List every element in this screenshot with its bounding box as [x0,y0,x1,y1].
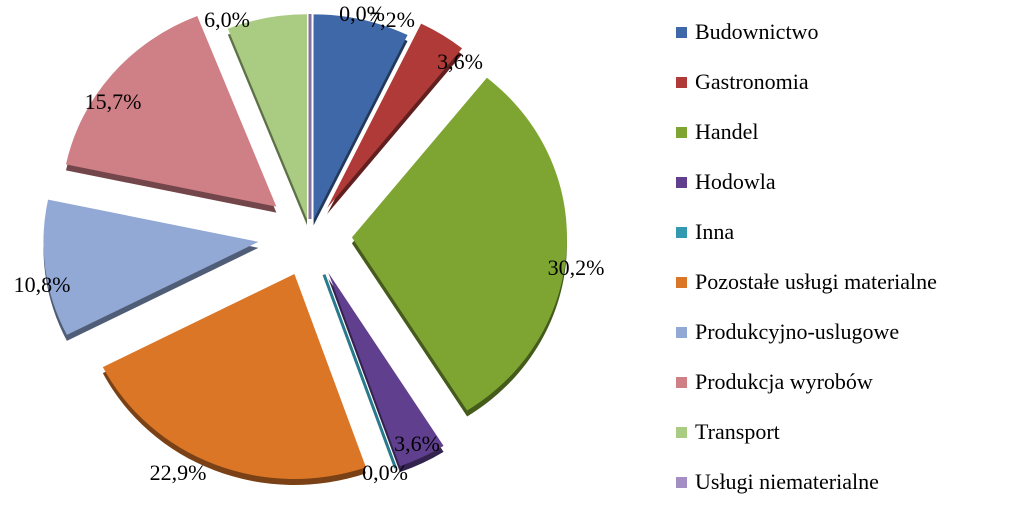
legend-swatch [676,226,687,238]
pie-slice-face-0 [313,14,408,220]
legend-item: Produkcja wyrobów [676,357,1021,407]
pie-slice-face-2 [351,77,567,411]
pie-slice-face-1 [327,23,463,208]
legend-swatch [676,476,687,488]
legend-label: Transport [695,419,780,444]
legend-label: Produkcyjno-uslugowe [695,319,900,344]
data-label-5: 22,9% [150,460,207,485]
pie-slice-face-6 [43,199,259,335]
pie-slice-4 [322,274,397,469]
data-label-2: 30,2% [548,255,605,280]
labels-layer: 7,2% 3,6% 30,2% 3,6% 0,0% 22,9% 10,8% 15,7% 6,0%… [14,1,605,485]
data-label-4: 0,0% [339,1,385,26]
pie-slice-face-8 [227,14,308,220]
legend-item: Inna [676,207,1021,257]
data-label-6: 10,8% [14,272,71,297]
legend-swatch [676,326,687,338]
pie-slice-0 [313,14,408,226]
legend-item: Gastronomia [676,57,1021,107]
legend-item: Transport [676,407,1021,457]
legend-item: Produkcyjno-uslugowe [676,307,1021,357]
pie-slice-8 [227,14,308,226]
slices-layer [43,14,567,486]
pie-slice-5 [102,274,366,486]
pie-slice-6 [43,199,259,341]
legend-swatch [676,376,687,388]
data-label-8: 6,0% [204,7,250,32]
legend-label: Handel [695,119,759,144]
pie-slice-face-5 [102,274,366,480]
legend-label: Produkcja wyrobów [695,369,873,394]
data-label-1: 3,6% [437,49,483,74]
legend-swatch [676,126,687,138]
legend-label: Usługi niematerialne [695,469,879,494]
legend-item: Budownictwo [676,7,1021,57]
pie-slice-1 [327,23,463,214]
legend-swatch [676,276,687,288]
legend-label: Gastronomia [695,69,809,94]
pie-slice-face-3 [328,272,444,467]
pie-slice-3 [328,272,444,473]
pie-slice-sliver-4 [322,274,397,469]
legend-label: Hodowla [695,169,776,194]
pie-slice-7 [65,16,277,213]
pie-slice-2 [351,77,567,417]
legend-item: Hodowla [676,157,1021,207]
chart-legend: Budownictwo Gastronomia Handel Hodowla Inna P… [676,7,1021,507]
data-label-3: 3,6% [394,431,440,456]
legend-swatch [676,76,687,88]
legend-swatch [676,26,687,38]
pie-plot-area: 7,2% 3,6% 30,2% 3,6% 0,0% 22,9% 10,8% 15,7% 6,0%… [14,1,605,486]
legend-item: Pozostałe usługi materialne [676,257,1021,307]
pie-slice-face-7 [65,16,277,207]
legend-label: Budownictwo [695,19,819,44]
data-label-0: 7,2% [369,7,415,32]
legend-swatch [676,426,687,438]
legend-label: Pozostałe usługi materialne [695,269,937,294]
legend-swatch [676,176,687,188]
legend-item: Handel [676,107,1021,157]
data-label-9: 0,0% [362,460,408,485]
pie-chart: 7,2% 3,6% 30,2% 3,6% 0,0% 22,9% 10,8% 15,7% 6,0%… [14,1,937,493]
legend-item: Usługi niematerialne [676,457,1021,507]
legend-label: Inna [695,219,735,244]
data-label-7: 15,7% [85,89,142,114]
